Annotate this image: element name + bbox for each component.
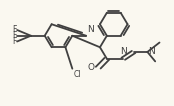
Text: F: F [12, 25, 16, 34]
Text: Cl: Cl [73, 70, 81, 79]
Text: N: N [148, 47, 155, 56]
Text: N: N [120, 47, 127, 56]
Text: F: F [12, 37, 16, 46]
Text: F: F [12, 31, 16, 40]
Text: O: O [88, 63, 95, 72]
Text: N: N [87, 25, 94, 34]
